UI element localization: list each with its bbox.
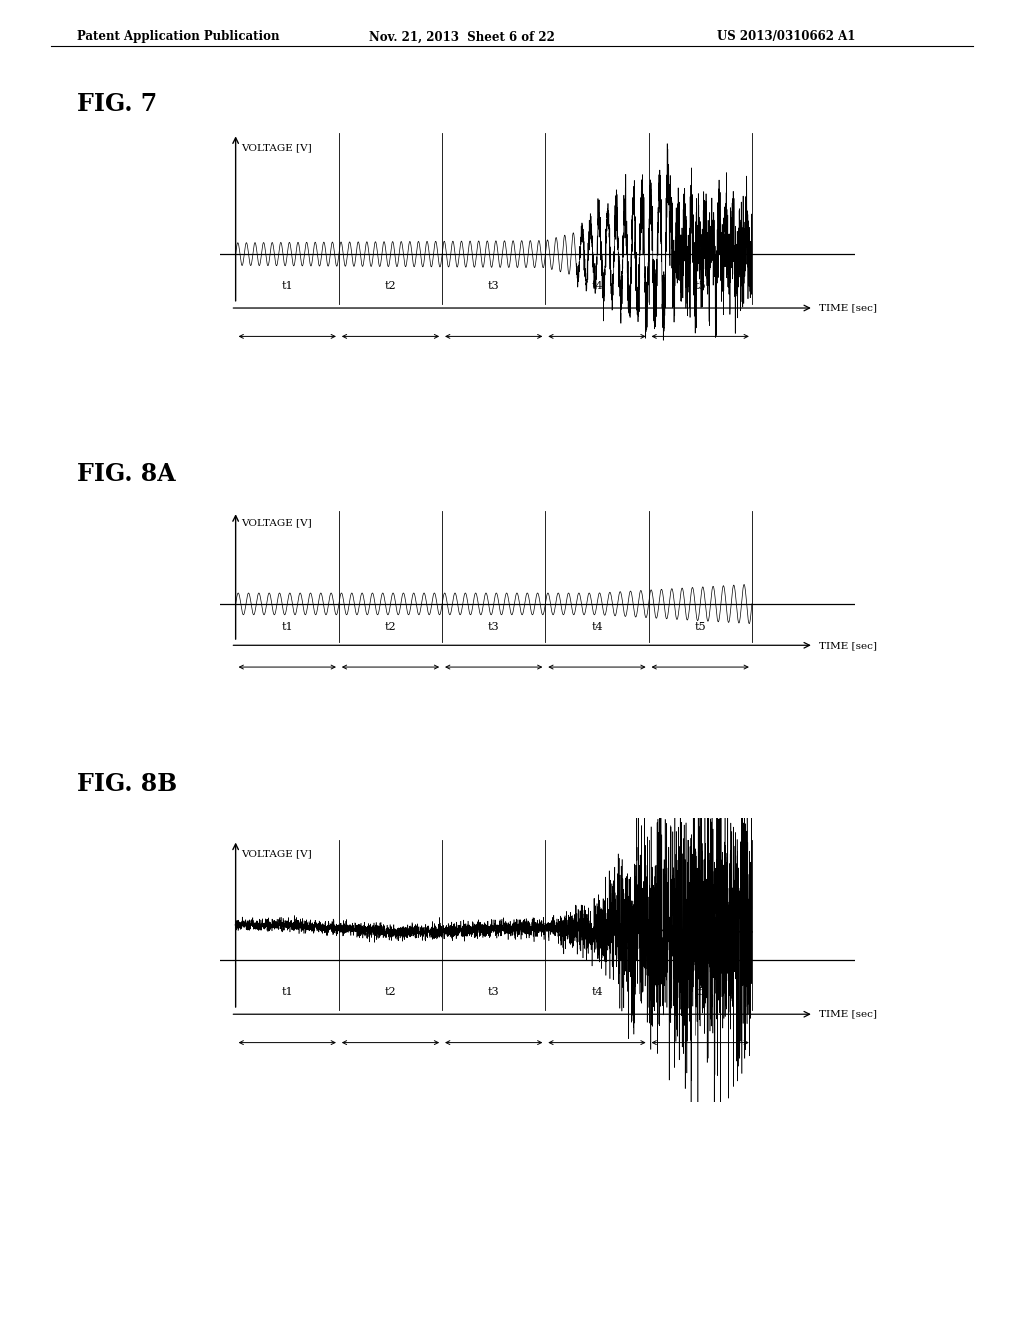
Text: t5: t5 (694, 622, 706, 632)
Text: TIME [sec]: TIME [sec] (819, 1010, 877, 1019)
Text: t3: t3 (487, 622, 500, 632)
Text: t2: t2 (385, 987, 396, 997)
Text: t4: t4 (591, 987, 603, 997)
Text: VOLTAGE [V]: VOLTAGE [V] (241, 849, 311, 858)
Text: VOLTAGE [V]: VOLTAGE [V] (241, 143, 311, 152)
Text: TIME [sec]: TIME [sec] (819, 304, 877, 313)
Text: t4: t4 (591, 622, 603, 632)
Text: t5: t5 (694, 987, 706, 997)
Text: TIME [sec]: TIME [sec] (819, 640, 877, 649)
Text: t1: t1 (282, 987, 293, 997)
Text: Patent Application Publication: Patent Application Publication (77, 30, 280, 44)
Text: FIG. 8B: FIG. 8B (77, 772, 177, 796)
Text: VOLTAGE [V]: VOLTAGE [V] (241, 519, 311, 528)
Text: FIG. 7: FIG. 7 (77, 92, 157, 116)
Text: t5: t5 (694, 281, 706, 290)
Text: t4: t4 (591, 281, 603, 290)
Text: Nov. 21, 2013  Sheet 6 of 22: Nov. 21, 2013 Sheet 6 of 22 (369, 30, 555, 44)
Text: t1: t1 (282, 622, 293, 632)
Text: US 2013/0310662 A1: US 2013/0310662 A1 (717, 30, 855, 44)
Text: t2: t2 (385, 281, 396, 290)
Text: FIG. 8A: FIG. 8A (77, 462, 175, 486)
Text: t1: t1 (282, 281, 293, 290)
Text: t3: t3 (487, 987, 500, 997)
Text: t2: t2 (385, 622, 396, 632)
Text: t3: t3 (487, 281, 500, 290)
